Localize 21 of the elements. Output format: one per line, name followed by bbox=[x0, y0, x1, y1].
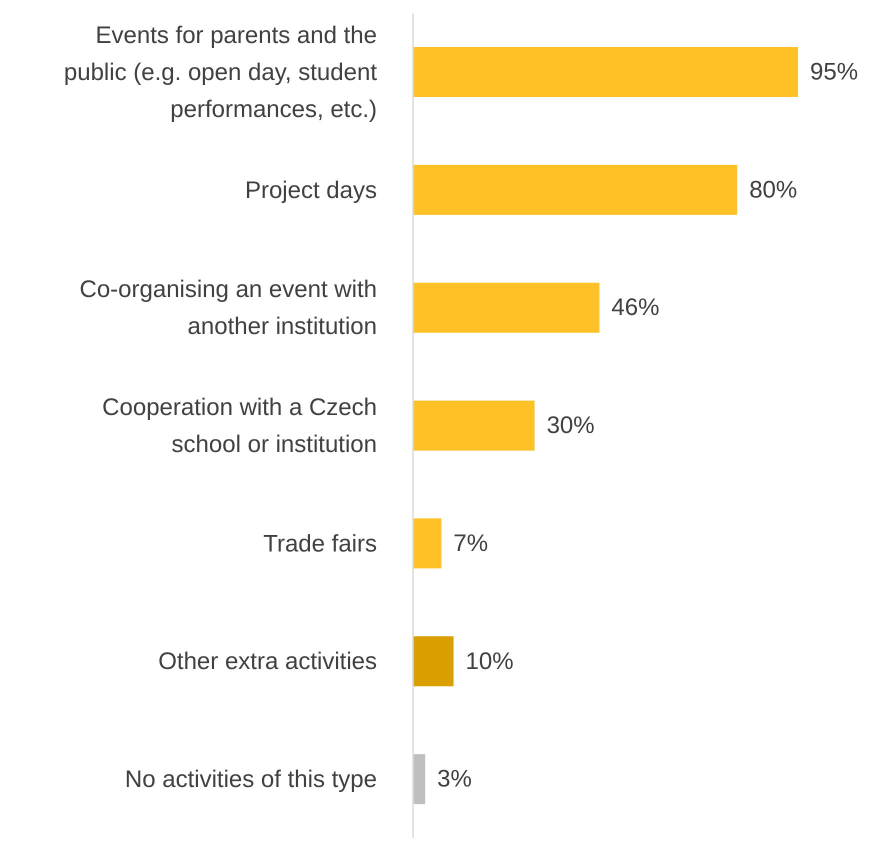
bar bbox=[413, 518, 442, 568]
data-label: 46% bbox=[611, 294, 660, 322]
data-label: 80% bbox=[749, 176, 798, 204]
data-label: 95% bbox=[810, 58, 858, 86]
bar bbox=[413, 164, 738, 215]
bar bbox=[413, 636, 454, 686]
bar bbox=[413, 282, 600, 333]
bar bbox=[413, 47, 798, 97]
y-tick-label: Co-organising an event with another institution bbox=[79, 276, 377, 340]
data-label: 3% bbox=[437, 766, 472, 793]
data-label: 7% bbox=[453, 530, 488, 557]
bar bbox=[413, 400, 535, 451]
y-tick-label: Events for parents and the public (e.g. open day, student performances, etc.) bbox=[64, 21, 378, 122]
y-tick-label: Project days bbox=[244, 176, 377, 204]
y-tick-label: No activities of this type bbox=[124, 766, 377, 793]
y-tick-label: Other extra activities bbox=[158, 648, 377, 675]
data-label: 10% bbox=[466, 648, 514, 675]
bar bbox=[413, 754, 426, 804]
y-tick-label: Cooperation with a Czech school or institution bbox=[102, 394, 377, 458]
data-label: 30% bbox=[546, 412, 595, 440]
y-tick-label: Trade fairs bbox=[263, 530, 377, 557]
